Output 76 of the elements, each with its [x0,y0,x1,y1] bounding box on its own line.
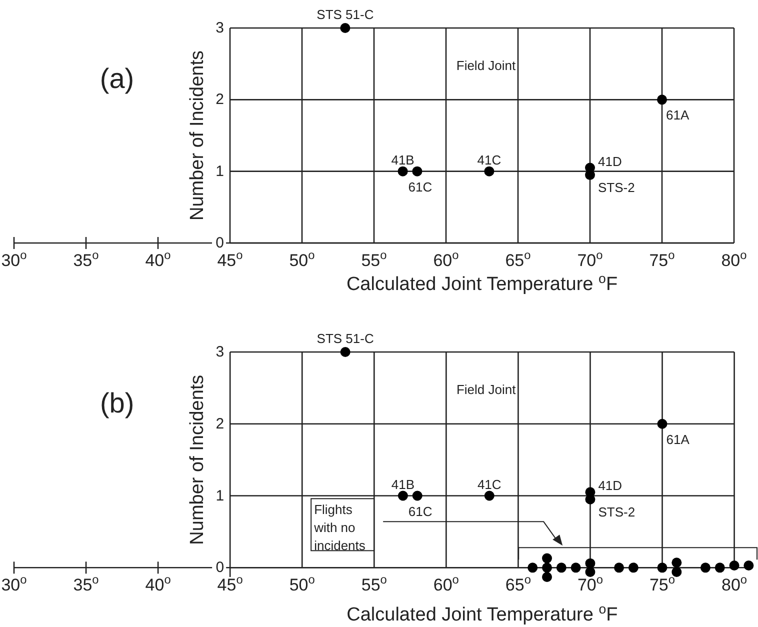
annotation: 61A [666,107,690,122]
x-tick-label: 50$^{o}$ [289,248,316,270]
point [570,562,581,573]
point [528,562,538,573]
x-tick-label: 60$^{o}$ [433,572,460,595]
annotation: 41B [391,152,414,167]
x-tick-label: 40$^{o}$ [145,572,172,595]
annotation: STS-2 [598,504,636,519]
x-tick-label: 65$^{o}$ [505,572,532,595]
x-tick-label: 75$^{o}$ [649,572,676,595]
x-tick-label: 80$^{o}$ [722,572,748,595]
x-tick-label: 70$^{o}$ [577,572,604,595]
point [714,562,725,573]
point [672,566,682,577]
point [484,490,494,501]
y-tick-label: 3 [216,20,224,36]
text: Field Joint [456,382,516,396]
annotation: 41C [477,476,502,492]
annotation: STS 51-C [316,6,374,22]
annotation: 41C [477,152,502,167]
annotation: STS 51-C [316,330,374,346]
point [398,166,408,176]
x-tick-label: 35$^{o}$ [73,248,100,270]
annotation: 61C [408,503,432,518]
point [542,572,552,582]
point [542,553,552,564]
y-tick-label: 2 [216,415,224,432]
annotation: 41D [598,478,622,493]
x-tick-label: 60$^{o}$ [433,248,460,270]
x-tick-label: 55$^{o}$ [361,572,388,595]
x-axis-title: Calculated Joint Temperature $^{o}$F [346,270,618,295]
annotation: (a) [100,62,134,94]
annotation: 61A [666,431,690,446]
point [657,418,668,429]
point [672,558,682,568]
point [614,562,624,573]
point [657,562,668,573]
point [412,490,422,501]
annotation: STS-2 [598,179,635,194]
point [412,166,422,176]
point [484,166,494,176]
point [398,490,408,501]
x-tick-label: 30$^{o}$ [1,248,28,270]
point [556,562,566,573]
point [628,562,638,573]
x-tick-label: 70$^{o}$ [577,248,604,270]
x-axis-title: Calculated Joint Temperature $^{o}$F [346,601,618,626]
annotation: 41B [391,476,415,492]
x-tick-label: 55$^{o}$ [361,248,388,270]
annotation: (b) [100,387,134,418]
annotation: Flights with no incidents [313,502,366,554]
point [340,23,350,33]
point [729,560,740,570]
point [585,558,596,568]
point [744,560,754,570]
annotation: 61C [408,178,432,194]
x-tick-label: 40$^{o}$ [145,248,172,270]
y-tick-label: 3 [216,344,224,360]
x-tick-label: 50$^{o}$ [289,572,316,595]
point [340,347,350,357]
point [585,566,596,577]
text: Field Joint [456,58,516,72]
x-tick-label: 35$^{o}$ [73,572,100,595]
point [657,94,667,105]
x-tick-label: 80$^{o}$ [721,248,748,270]
point [542,562,552,573]
y-axis-title: Number of Incidents [186,50,208,221]
y-axis-title: Number of Incidents [186,374,208,545]
point [700,562,710,573]
annotation: 41D [598,153,622,168]
y-tick-label: 1 [216,487,224,504]
x-tick-label: 30$^{o}$ [1,572,28,595]
x-tick-label: 75$^{o}$ [649,248,676,270]
x-tick-label: 65$^{o}$ [505,248,532,270]
y-tick-label: 1 [216,162,224,180]
y-tick-label: 2 [216,91,224,108]
